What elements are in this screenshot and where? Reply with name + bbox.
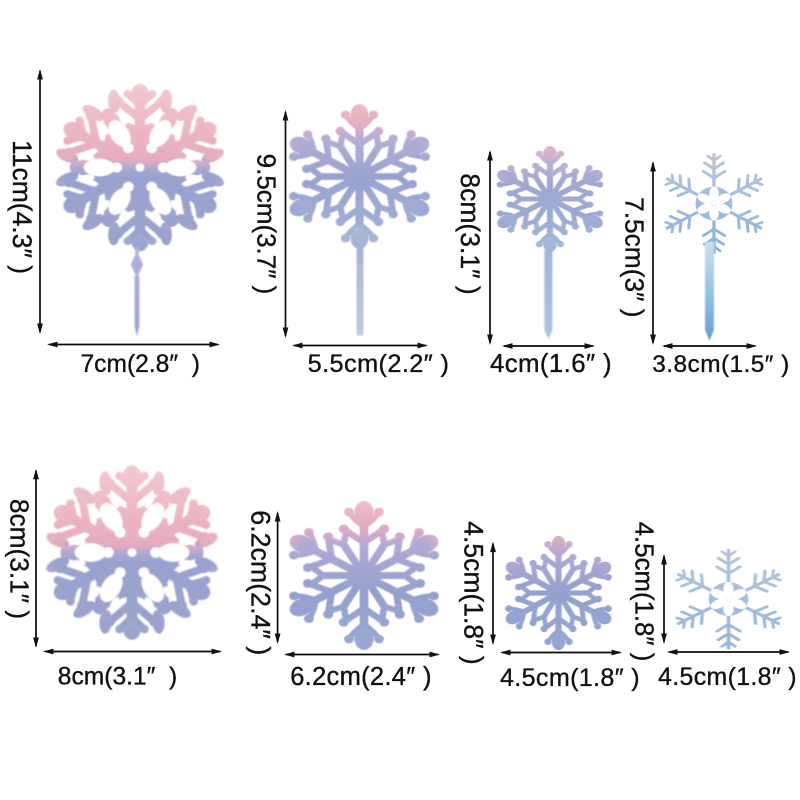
svg-text:4cm(1.6″ ): 4cm(1.6″ ) bbox=[490, 350, 612, 378]
svg-text:7.5cm(3″ ): 7.5cm(3″ ) bbox=[620, 197, 650, 317]
svg-text:4.5cm(1.8″ ): 4.5cm(1.8″ ) bbox=[500, 664, 640, 692]
svg-text:6.2cm(2.4″ ): 6.2cm(2.4″ ) bbox=[246, 510, 276, 655]
svg-text:5.5cm(2.2″ ): 5.5cm(2.2″ ) bbox=[308, 350, 450, 378]
svg-text:7cm(2.8″ ): 7cm(2.8″ ) bbox=[80, 351, 199, 378]
svg-text:6.2cm(2.4″ ): 6.2cm(2.4″ ) bbox=[290, 663, 432, 691]
svg-text:8cm(3.1″ ): 8cm(3.1″ ) bbox=[455, 173, 485, 294]
svg-text:4.5cm(1.8″ ): 4.5cm(1.8″ ) bbox=[630, 522, 658, 662]
svg-text:9.5cm(3.7″ ): 9.5cm(3.7″ ) bbox=[251, 154, 281, 295]
svg-text:11cm(4.3″ ): 11cm(4.3″ ) bbox=[7, 140, 37, 274]
svg-text:8cm(3.1″ ): 8cm(3.1″ ) bbox=[58, 664, 177, 691]
svg-text:8cm(3.1″ ): 8cm(3.1″ ) bbox=[4, 499, 34, 619]
svg-text:4.5cm(1.8″ ): 4.5cm(1.8″ ) bbox=[658, 663, 797, 691]
svg-text:4.5cm(1.8″ ): 4.5cm(1.8″ ) bbox=[458, 521, 488, 664]
svg-text:3.8cm(1.5″ ): 3.8cm(1.5″ ) bbox=[652, 351, 789, 378]
